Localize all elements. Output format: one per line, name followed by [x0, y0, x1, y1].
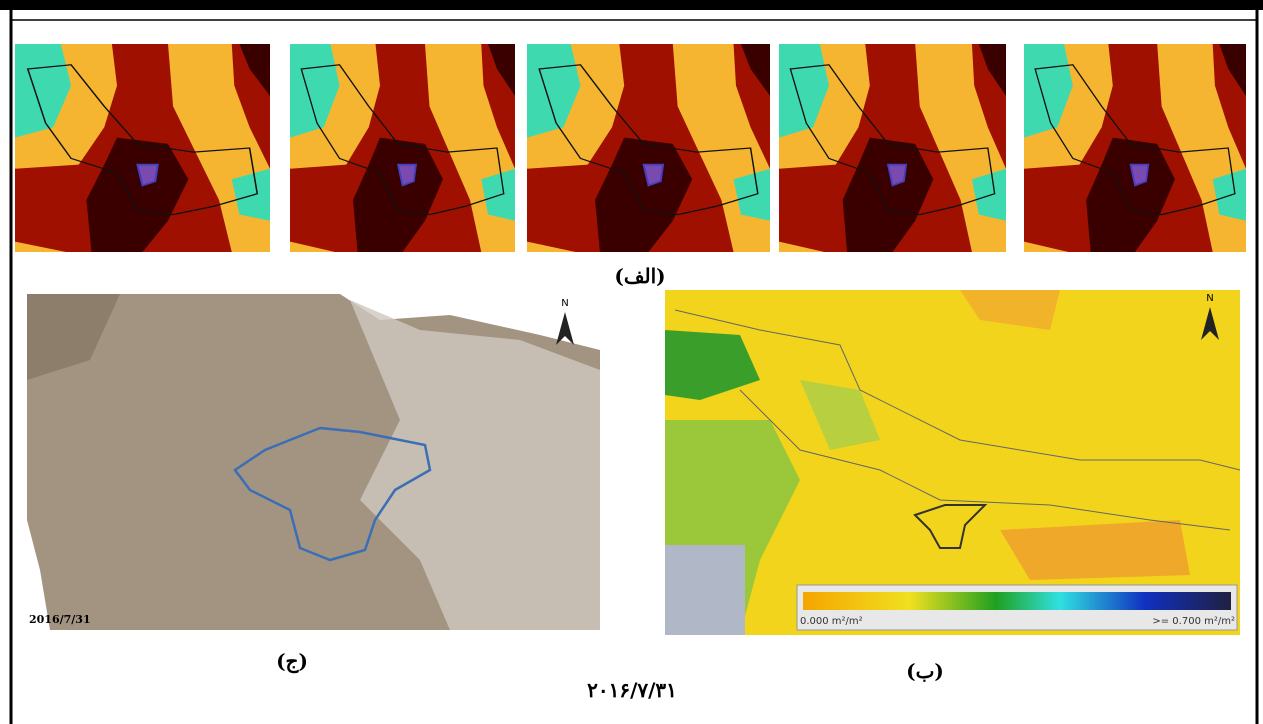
north-label: N — [561, 298, 568, 309]
row-label: (الف) — [614, 264, 665, 288]
legend-max: >= 0.700 m²/m² — [1152, 616, 1235, 627]
date-label: 2016/7/31 — [29, 613, 91, 626]
panel-label: (ب) — [906, 659, 944, 683]
legend-min: 0.000 m²/m² — [800, 616, 863, 627]
caption: ۲۰۱۶/۷/۳۱ — [587, 678, 677, 702]
top-border — [0, 0, 1263, 10]
color-bar — [803, 592, 1231, 610]
map-panel — [15, 44, 270, 252]
map-panel — [1024, 44, 1246, 252]
map-panel — [290, 44, 515, 252]
panel-label: (ج) — [276, 649, 308, 674]
figure: (الف) N 2016/7/31 (ج) N — [0, 0, 1263, 724]
satellite-image: N 2016/7/31 — [27, 294, 600, 630]
map-panel — [779, 44, 1006, 252]
north-label: N — [1206, 293, 1213, 304]
map-panel — [527, 44, 770, 252]
lai-map: N 0.000 m²/m² >= 0.700 m²/m² — [665, 290, 1240, 635]
top-panels — [15, 44, 1246, 252]
